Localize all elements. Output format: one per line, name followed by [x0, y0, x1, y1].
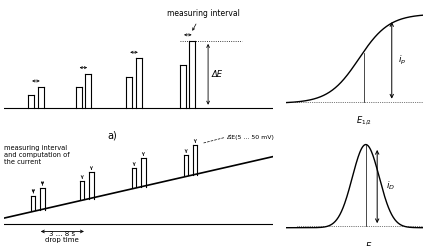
Text: $E_{1/2}$: $E_{1/2}$	[356, 114, 371, 127]
Text: $i_D$: $i_D$	[386, 180, 394, 192]
Text: measuring interval
and computation of
the current: measuring interval and computation of th…	[4, 145, 70, 165]
Text: $i_p$: $i_p$	[397, 54, 406, 67]
Text: $E_{1/2}$: $E_{1/2}$	[364, 240, 380, 246]
Text: drop time: drop time	[46, 236, 79, 243]
Text: Δ⃗E(5 ... 50 mV): Δ⃗E(5 ... 50 mV)	[226, 134, 273, 139]
Text: 3 ... 8 s: 3 ... 8 s	[49, 231, 75, 237]
Text: ΔE: ΔE	[211, 70, 222, 79]
Text: measuring interval: measuring interval	[167, 9, 239, 18]
Text: a): a)	[107, 131, 116, 141]
